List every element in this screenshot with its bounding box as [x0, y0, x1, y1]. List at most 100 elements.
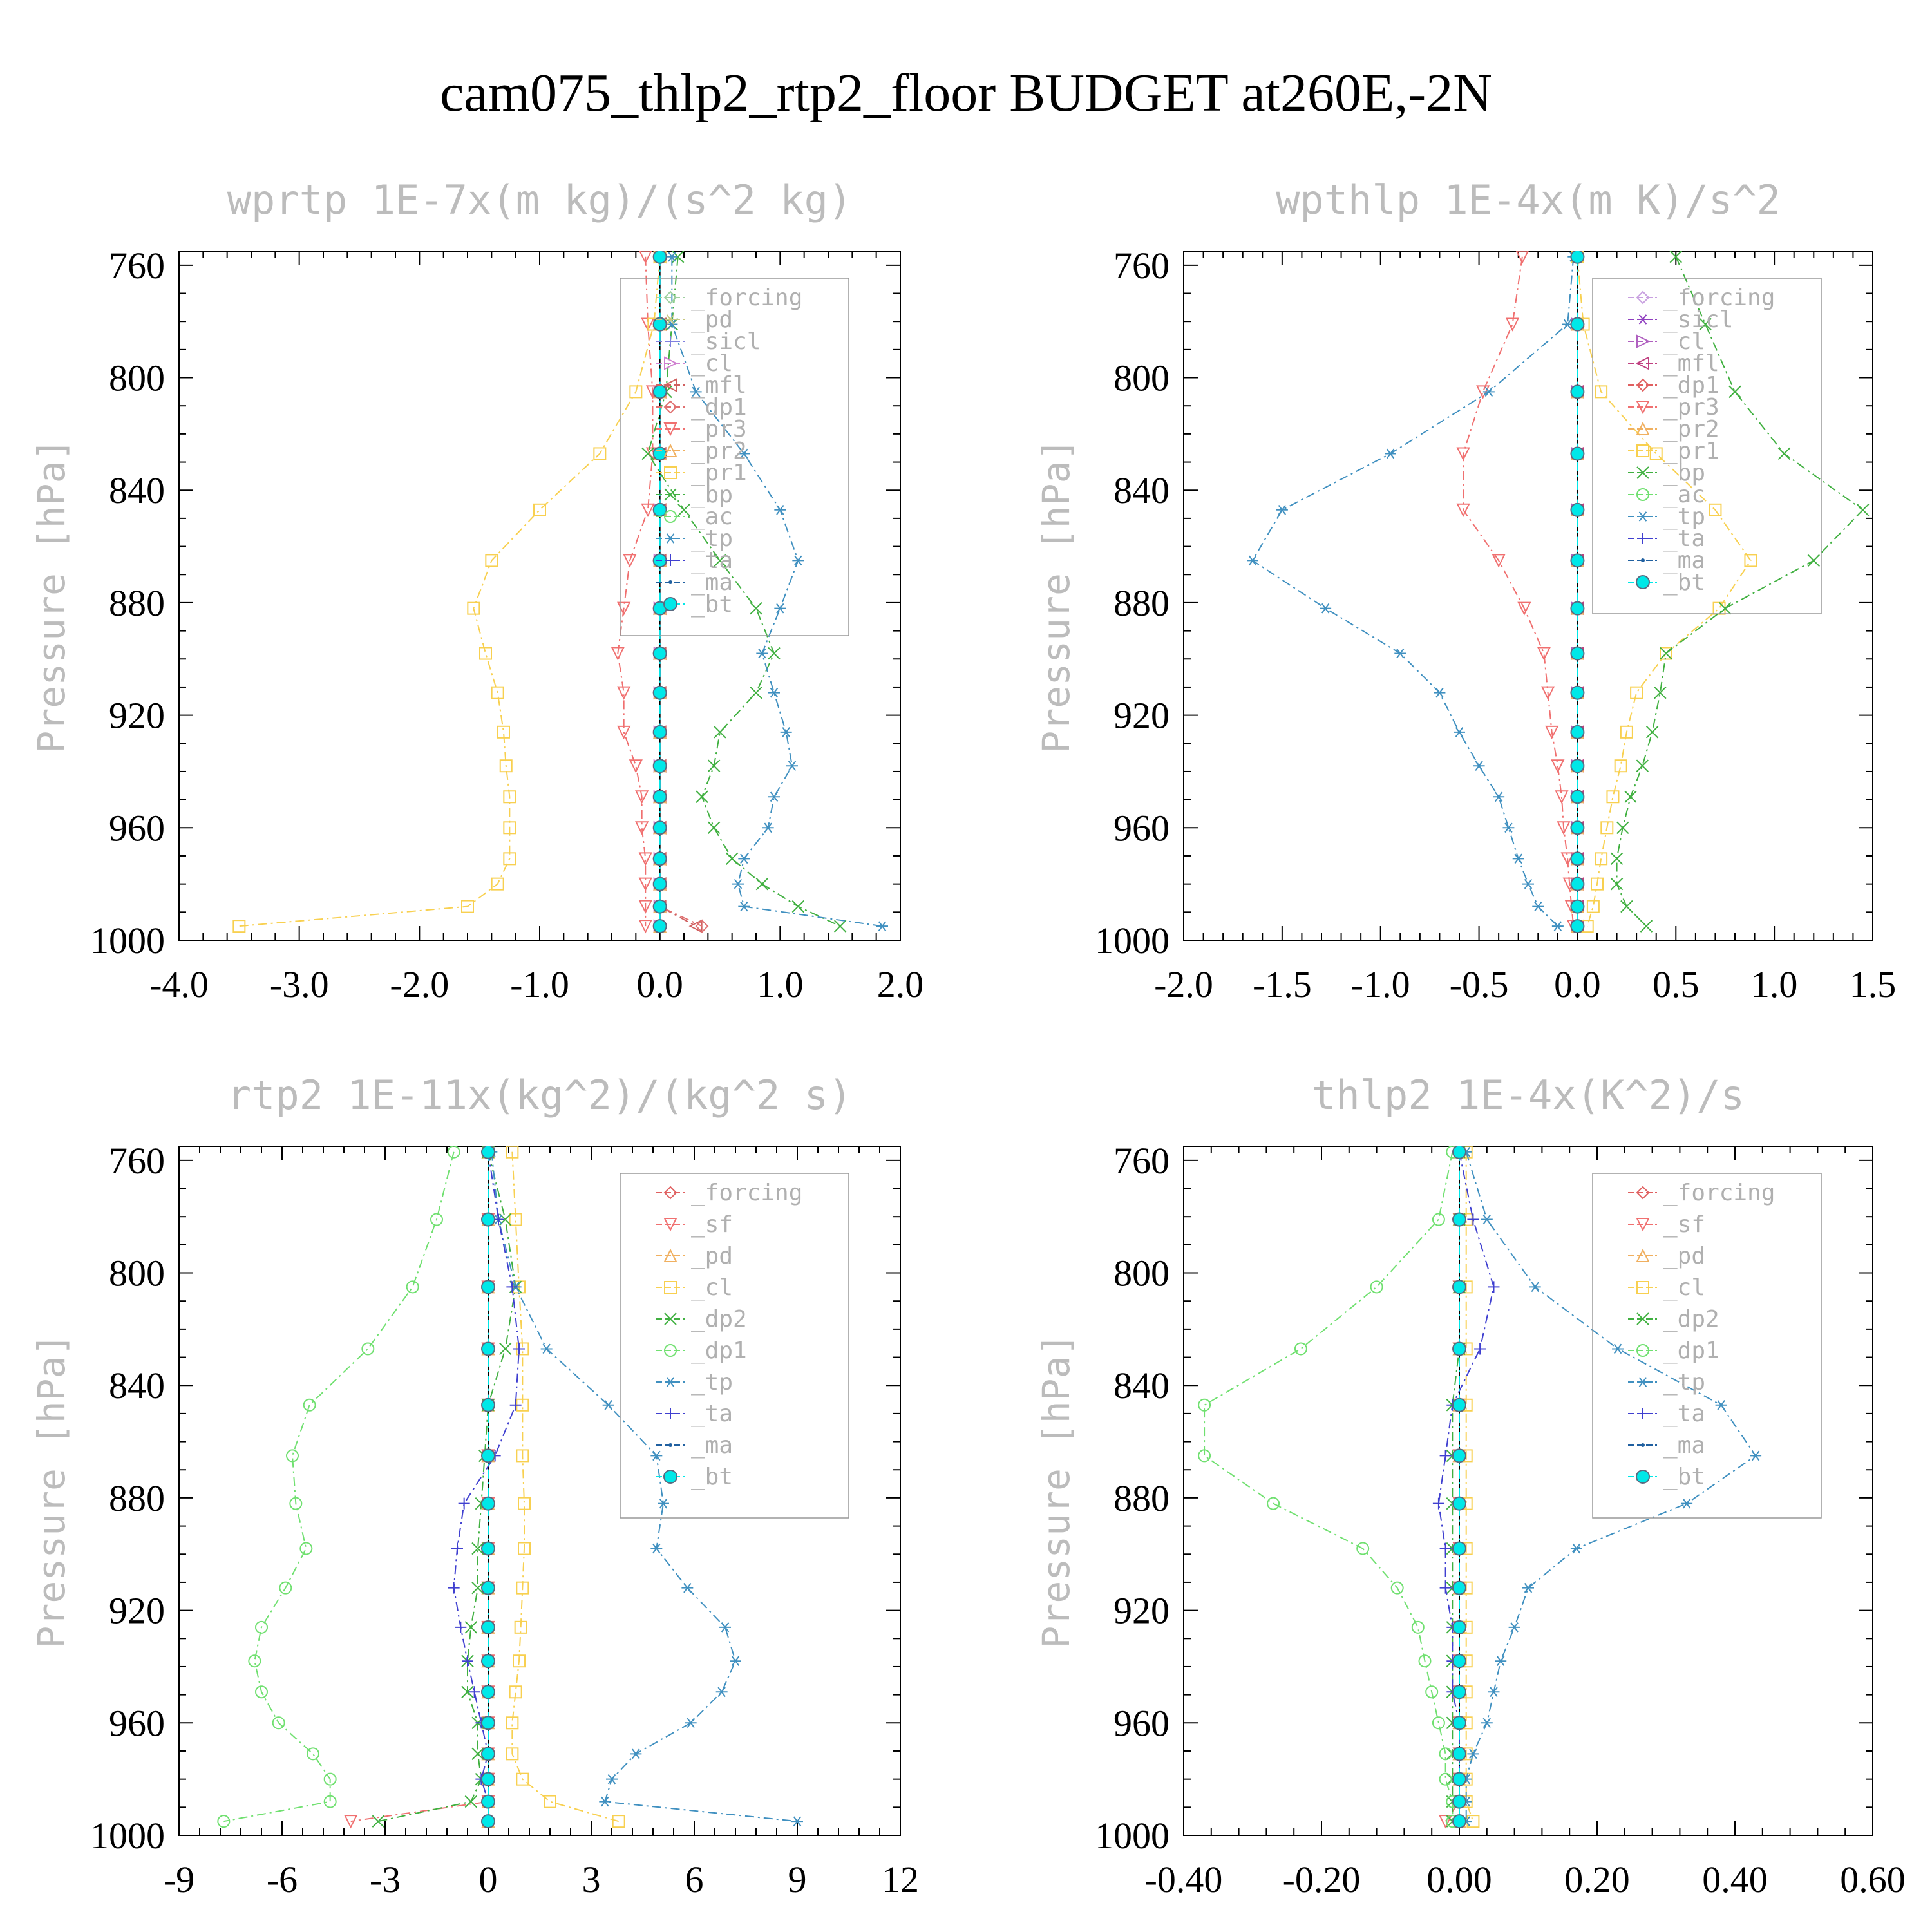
tick-group [1183, 251, 1873, 941]
data-point [481, 1654, 495, 1669]
data-point [1649, 447, 1663, 460]
data-point [1452, 1448, 1466, 1463]
data-point [1432, 1213, 1445, 1226]
y-tick-label: 760 [1113, 245, 1170, 287]
data-point [768, 791, 780, 802]
legend-marker [1636, 378, 1650, 392]
y-axis-label: Pressure [hPa] [1034, 1334, 1078, 1649]
legend-label: _bp [1663, 460, 1705, 486]
x-tick-label: -2.0 [1154, 963, 1213, 1005]
data-point [1715, 1400, 1727, 1410]
legend-marker [664, 356, 678, 370]
data-point [1452, 1814, 1466, 1829]
legend-marker [663, 1186, 677, 1200]
legend-label: _bt [691, 1464, 733, 1490]
data-point [1267, 1497, 1280, 1510]
data-point [666, 251, 678, 262]
data-point [715, 1687, 728, 1698]
series-group [1247, 251, 1870, 934]
data-point [516, 1449, 529, 1463]
y-tick-label: 800 [109, 357, 165, 399]
data-point [1452, 1341, 1466, 1356]
data-point [481, 1580, 495, 1595]
data-point [652, 790, 667, 804]
x-tick-label: -4.0 [149, 963, 209, 1005]
legend-label: _cl [1663, 328, 1705, 355]
legend-marker [668, 580, 672, 584]
data-point [1744, 554, 1757, 567]
legend-marker [1636, 290, 1650, 305]
data-point [1606, 790, 1620, 804]
y-tick-label: 760 [1113, 1140, 1170, 1182]
data-point [638, 900, 652, 914]
data-point [471, 1542, 484, 1555]
data-point [602, 1400, 614, 1410]
data-point [498, 1342, 512, 1356]
chart-panel: wprtp 1E-7x(m kg)/(s^2 kg) Pressure [hPa]… [30, 176, 923, 1005]
series-line [1616, 256, 1864, 927]
legend-label: _pr3 [691, 416, 747, 442]
data-point [738, 448, 750, 459]
data-point [499, 759, 513, 773]
legend-label: _cl [691, 350, 733, 377]
data-point [506, 1281, 518, 1293]
data-point [481, 1620, 495, 1634]
data-point [1439, 1747, 1452, 1761]
data-point [1610, 852, 1624, 866]
data-point [1505, 317, 1520, 332]
data-point [732, 878, 744, 889]
x-tick-label: 1.5 [1850, 963, 1897, 1005]
series-group [1198, 1146, 1762, 1829]
data-point [481, 1146, 495, 1159]
data-point [652, 384, 667, 399]
figure-title: cam075_thlp2_rtp2_floor BUDGET at260E,-2… [440, 63, 1492, 123]
data-point [635, 821, 649, 835]
y-tick-label: 1000 [90, 1815, 165, 1857]
data-point [481, 1716, 495, 1730]
series-line [511, 1151, 619, 1823]
chart-panel: thlp2 1E-4x(K^2)/s Pressure [hPa] 760 800 84… [1034, 1072, 1906, 1900]
data-point [1570, 685, 1585, 700]
data-point [1452, 1794, 1466, 1809]
data-point [467, 601, 480, 615]
y-tick-label: 880 [109, 1477, 165, 1519]
data-point [1473, 761, 1485, 772]
legend-label: _pr1 [1663, 438, 1719, 464]
legend-marker [665, 1408, 676, 1419]
data-point [1276, 504, 1288, 515]
legend-label: _forcing [691, 285, 802, 311]
data-point [641, 503, 655, 518]
data-point [481, 1772, 495, 1786]
y-tick-label: 760 [109, 1140, 165, 1182]
data-point [503, 852, 516, 866]
x-tick-label: 2.0 [877, 963, 924, 1005]
data-point [1616, 821, 1629, 835]
legend-marker [1636, 1281, 1649, 1294]
data-point [518, 1542, 531, 1555]
x-tick-label: -9 [164, 1859, 194, 1900]
data-point [430, 1213, 443, 1226]
data-point [658, 1498, 669, 1509]
data-point [755, 877, 769, 891]
data-point [780, 727, 792, 737]
data-point [509, 1213, 522, 1226]
legend-marker [663, 400, 677, 414]
series-line [223, 1151, 455, 1823]
legend-box [620, 1173, 849, 1519]
y-tick-label: 920 [1113, 695, 1170, 737]
data-point [448, 1582, 460, 1594]
data-point [1439, 1772, 1452, 1786]
data-point [447, 1146, 460, 1159]
data-point [876, 921, 888, 931]
data-point [690, 386, 702, 397]
legend-marker [1637, 1408, 1649, 1419]
data-point [481, 1541, 495, 1556]
series-line [239, 256, 661, 927]
data-point [1515, 251, 1529, 264]
data-point [1660, 647, 1672, 660]
legend-marker [1636, 575, 1650, 589]
legend-marker [1635, 356, 1649, 370]
data-point [1624, 790, 1637, 803]
data-point [255, 1685, 268, 1699]
